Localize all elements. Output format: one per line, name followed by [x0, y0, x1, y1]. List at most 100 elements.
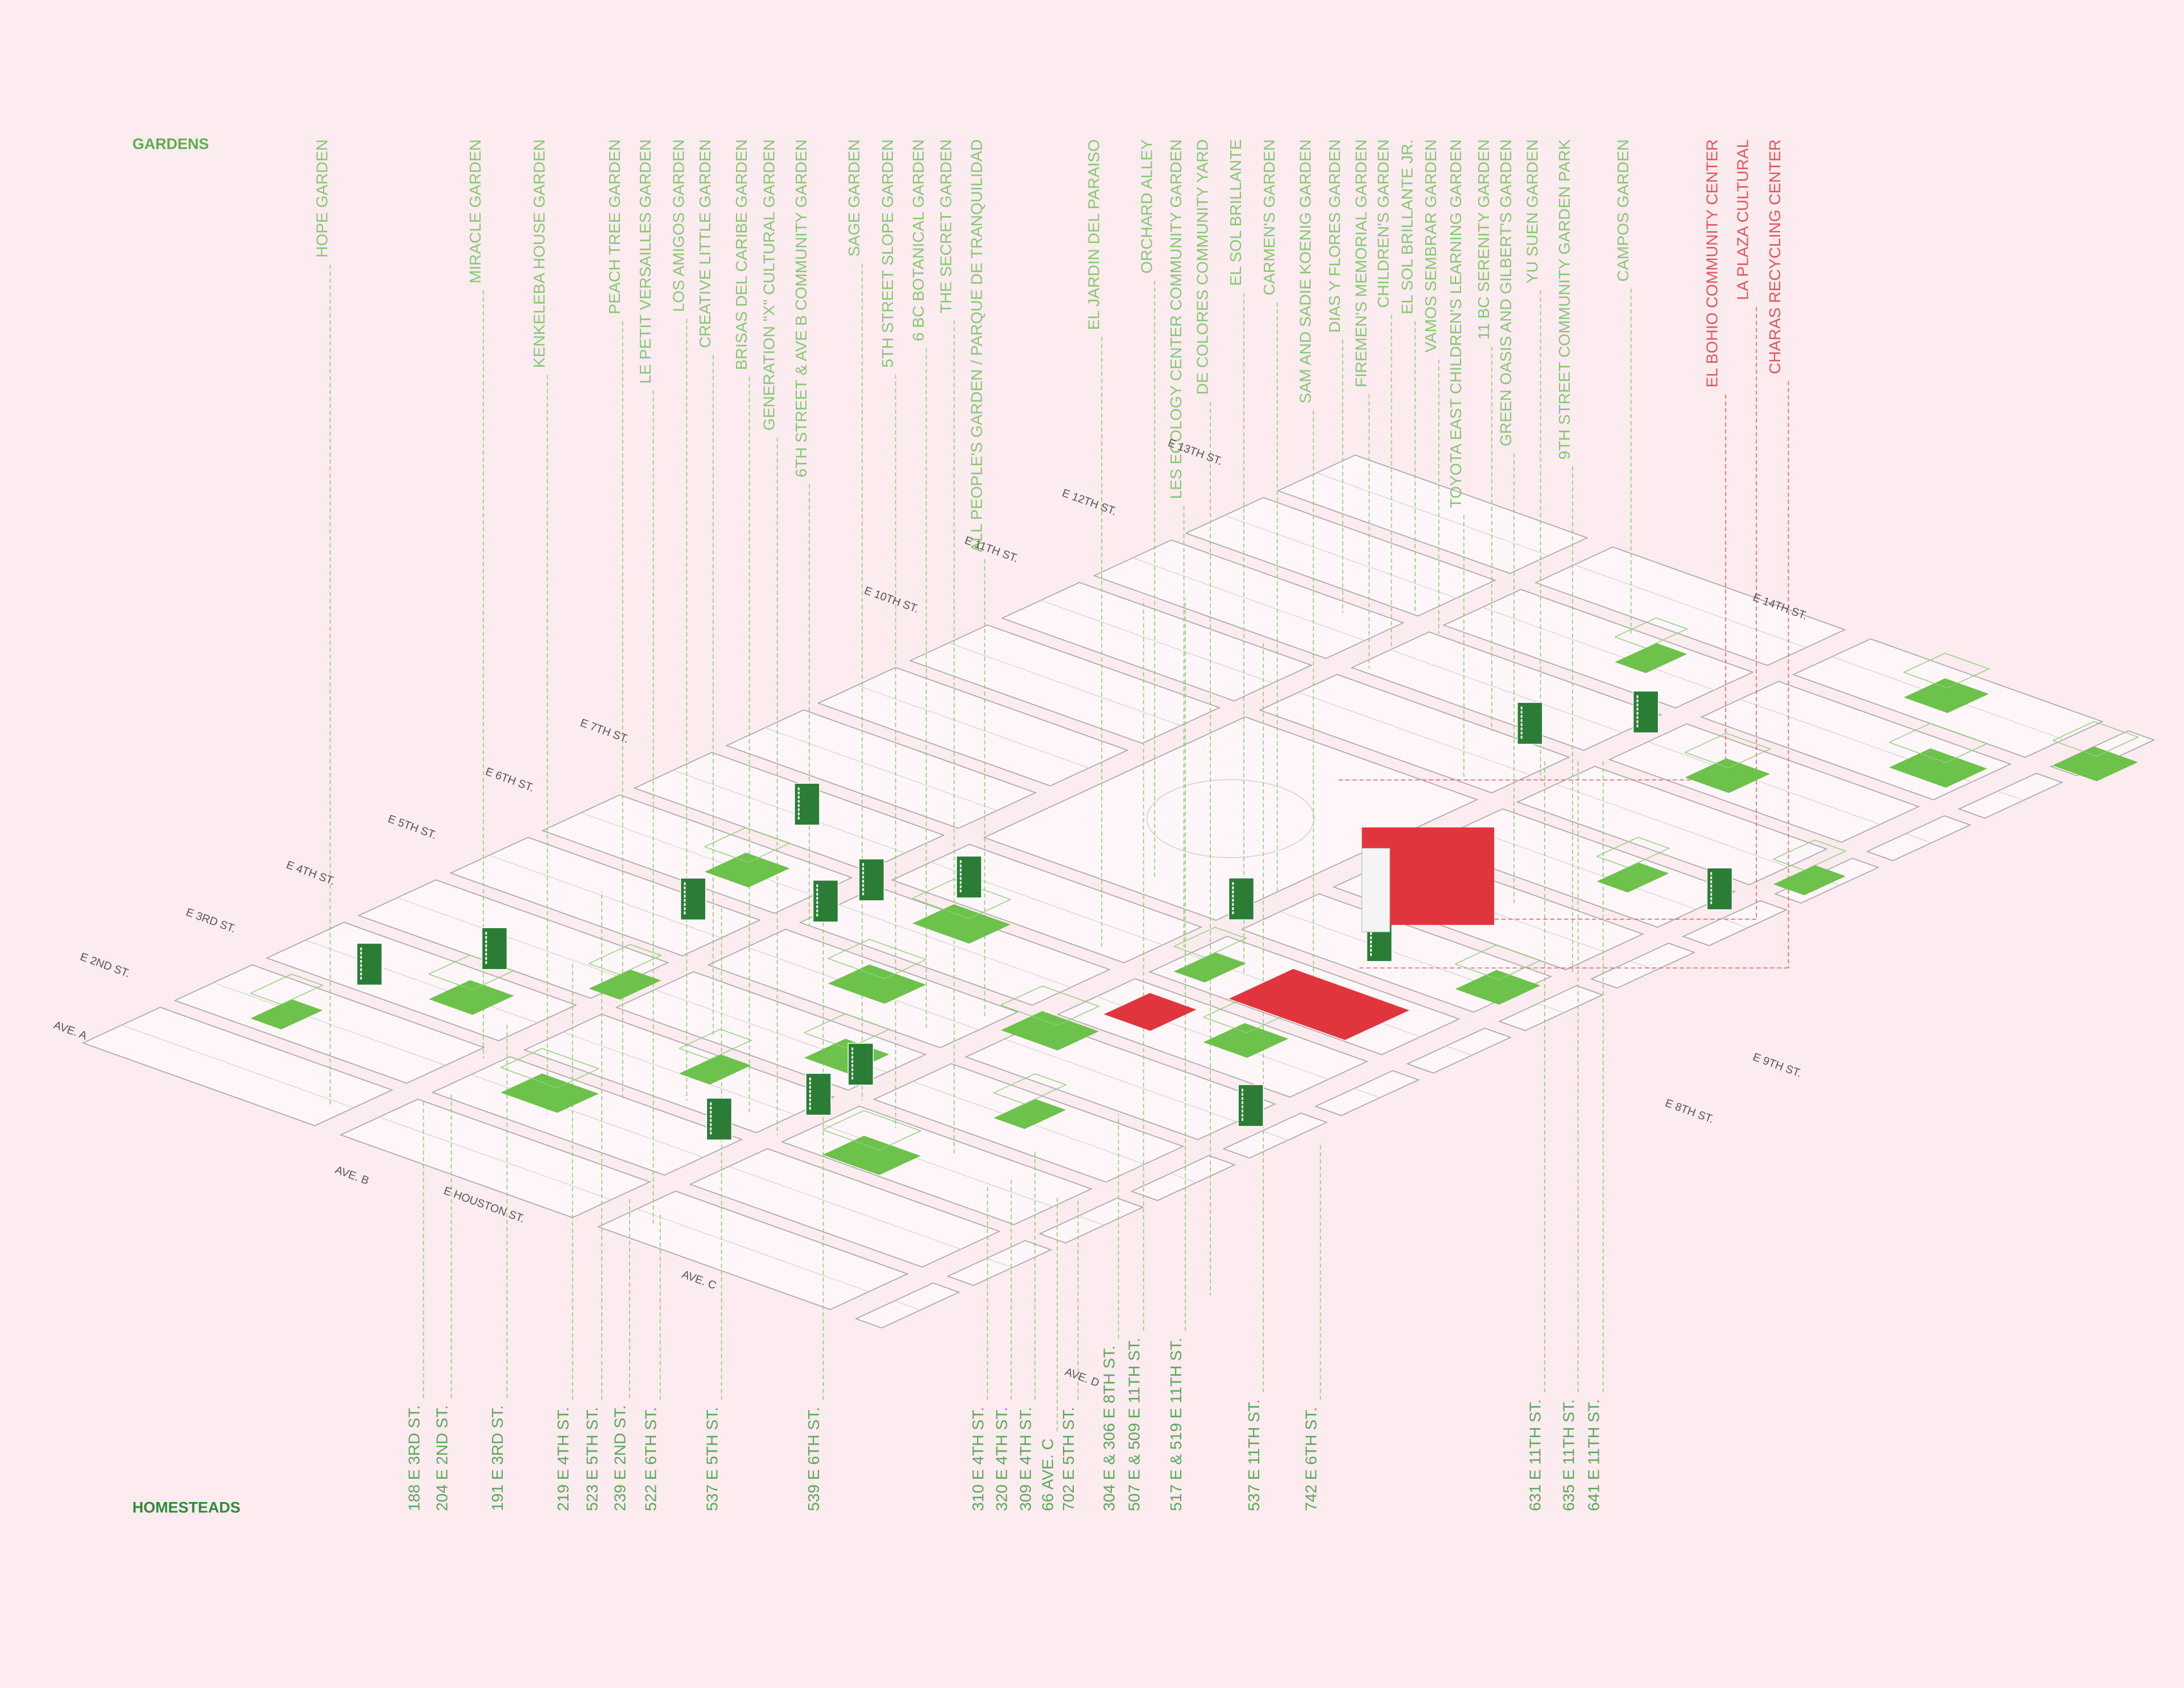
garden-label: 5TH STREET SLOPE GARDEN — [879, 139, 896, 368]
leader-lines — [329, 263, 1789, 1432]
lot-line — [838, 904, 1071, 988]
lot-line — [1040, 599, 1273, 684]
garden-label: YU SUEN GARDEN — [1524, 139, 1541, 283]
garden-lot — [822, 1135, 921, 1176]
lot-line — [1905, 833, 1932, 843]
garden-label: EL SOL BRILLANTE JR. — [1398, 139, 1416, 315]
lot-line — [1078, 1215, 1105, 1226]
garden-lot — [994, 1099, 1066, 1130]
garden-lot — [500, 1073, 599, 1113]
lot-line — [1629, 961, 1656, 971]
garden-outline — [804, 1013, 891, 1049]
street-label: AVE. D — [1063, 1366, 1101, 1389]
garden-lot — [1773, 865, 1846, 896]
garden-label: GREEN OASIS AND GILBERT'S GARDEN — [1497, 139, 1515, 446]
homestead-label: 320 E 4TH ST. — [993, 1407, 1011, 1511]
community-center-label: CHARAS RECYCLING CENTER — [1766, 139, 1784, 374]
community-center-lot — [1103, 993, 1197, 1031]
garden-lot — [912, 904, 1011, 944]
lot-line — [1722, 918, 1748, 928]
lot-line — [949, 642, 1181, 726]
street-label: E 5TH ST. — [386, 813, 438, 842]
garden-outline — [704, 827, 791, 863]
garden-label: EL SOL BRILLANTE — [1227, 139, 1244, 286]
street-label: E 12TH ST. — [1060, 487, 1118, 518]
garden-label: EL JARDIN DEL PARAISO — [1085, 139, 1102, 330]
garden-label: CAMPOS GARDEN — [1614, 139, 1632, 282]
garden-outline — [1685, 733, 1772, 769]
homestead-label: 191 E 3RD ST. — [489, 1405, 506, 1511]
homestead-label: 219 E 4TH ST. — [554, 1407, 572, 1511]
garden-label: SAGE GARDEN — [845, 139, 863, 257]
garden-lot — [1685, 758, 1771, 793]
lot-line — [1262, 1131, 1288, 1141]
lot-line — [1997, 791, 2024, 801]
lot-line — [764, 727, 998, 811]
street-label: AVE. B — [333, 1164, 370, 1188]
lot-line — [1132, 557, 1365, 641]
community-center-label: LA PLAZA CULTURAL — [1734, 139, 1751, 300]
homestead-label: 310 E 4TH ST. — [969, 1407, 987, 1511]
lot-line — [1464, 826, 1697, 910]
garden-outline — [428, 954, 515, 991]
garden-outline — [1173, 926, 1247, 958]
lot-line — [397, 897, 630, 981]
garden-lot — [704, 853, 790, 888]
homestead-label: 188 E 3RD ST. — [405, 1405, 423, 1511]
garden-lot — [589, 969, 661, 1000]
homestead-label: 631 E 11TH ST. — [1527, 1399, 1544, 1511]
lot-line — [1390, 649, 1623, 733]
lot-line — [1482, 607, 1715, 690]
garden-outline — [1889, 722, 1988, 763]
street-label: E 2ND ST. — [78, 950, 131, 980]
garden-label: THE SECRET GARDEN — [937, 139, 955, 313]
lot-line — [1280, 911, 1513, 995]
garden-lot — [1889, 748, 1987, 788]
homestead-label: 204 E 2ND ST. — [433, 1405, 450, 1511]
garden-label: PEACH TREE GARDEN — [606, 139, 623, 315]
homestead-label: 522 E 6TH ST. — [642, 1407, 660, 1511]
lot-line — [894, 1300, 921, 1311]
lot-line — [1648, 741, 1880, 825]
garden-outline — [500, 1048, 600, 1089]
garden-outline — [2053, 721, 2140, 757]
lot-line — [1170, 1173, 1197, 1184]
garden-label: KENKELEBA HOUSE GARDEN — [531, 139, 548, 368]
garden-label: SAM AND SADIE KOENIG GARDEN — [1297, 139, 1314, 404]
garden-outline — [679, 1028, 752, 1060]
garden-label: 11 BC SERENITY GARDEN — [1475, 139, 1492, 340]
garden-lot — [1455, 970, 1541, 1005]
garden-label: LOS AMIGOS GARDEN — [670, 139, 688, 312]
community-center-face — [1361, 847, 1391, 933]
garden-outline — [1455, 944, 1542, 980]
street-label: AVE. A — [52, 1019, 89, 1042]
garden-label: 6 BC BOTANICAL GARDEN — [909, 139, 927, 341]
homestead-label: 239 E 2ND ST. — [611, 1405, 629, 1511]
garden-lot — [1173, 952, 1246, 983]
street-label: E 4TH ST. — [284, 859, 336, 888]
garden-lot — [679, 1054, 752, 1085]
garden-outline — [1000, 985, 1101, 1026]
garden-label: LES ECOLOGY CENTER COMMUNITY GARDEN — [1167, 139, 1185, 499]
garden-label: HOPE GARDEN — [313, 139, 331, 258]
street-label: E 6TH ST. — [484, 766, 536, 795]
garden-lot — [1904, 678, 1989, 713]
homesteads-heading: HOMESTEADS — [133, 1499, 241, 1516]
lot-line — [305, 940, 537, 1024]
garden-label: MIRACLE GARDEN — [466, 139, 484, 283]
lot-line — [1538, 1003, 1564, 1013]
garden-lot — [1596, 862, 1669, 893]
garden-lot — [2053, 746, 2138, 781]
lot-line — [213, 982, 446, 1066]
homestead-label: 309 E 4TH ST. — [1016, 1407, 1034, 1511]
lot-line — [1298, 692, 1531, 776]
homestead-label: 537 E 11TH ST. — [1245, 1399, 1263, 1511]
garden-label: VAMOS SEMBRAR GARDEN — [1422, 139, 1440, 353]
lot-line — [1316, 472, 1549, 556]
street-label: E 9TH ST. — [1751, 1051, 1803, 1080]
park-circle — [1146, 779, 1315, 858]
street-label: E 8TH ST. — [1664, 1097, 1715, 1126]
garden-label: BRISAS DEL CARIBE GARDEN — [733, 139, 750, 370]
garden-lot — [1000, 1011, 1099, 1050]
